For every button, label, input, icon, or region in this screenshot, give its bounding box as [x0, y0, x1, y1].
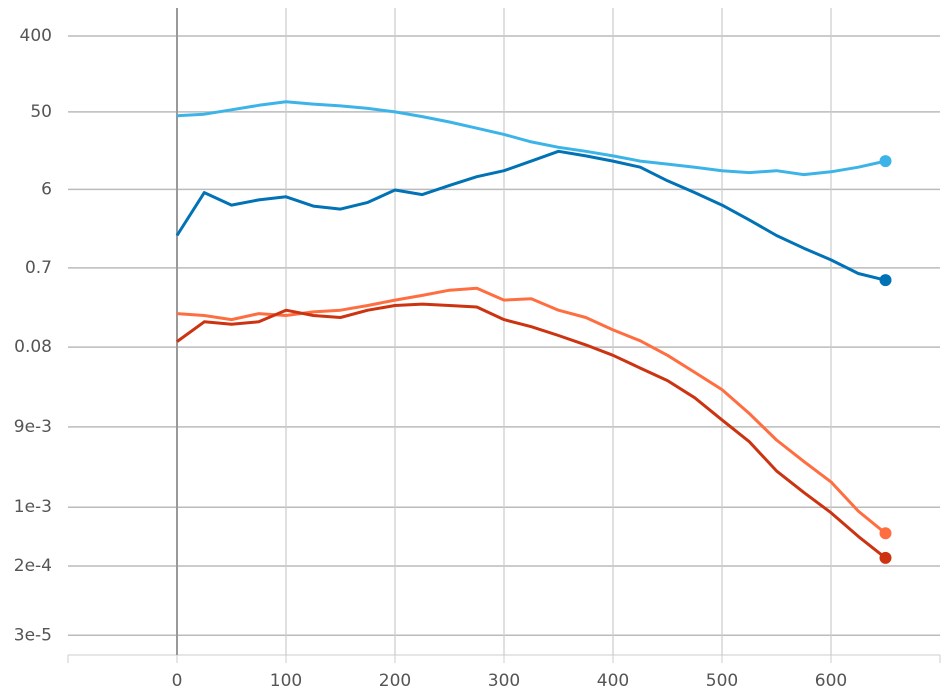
y-tick-label: 1e-3 — [14, 497, 52, 517]
y-tick-label: 3e-5 — [14, 625, 52, 645]
x-tick-label: 200 — [379, 671, 411, 691]
y-tick-label: 0.08 — [14, 337, 52, 357]
x-tick-label: 0 — [172, 671, 183, 691]
x-tick-label: 500 — [706, 671, 738, 691]
series-line — [175, 149, 886, 282]
x-tick-label: 100 — [270, 671, 302, 691]
y-tick-label: 9e-3 — [14, 417, 52, 437]
end-dot — [879, 274, 892, 287]
series-line — [176, 100, 886, 177]
y-tick-label: 6 — [41, 179, 52, 199]
x-tick-label: 600 — [815, 671, 847, 691]
end-dot — [879, 155, 892, 168]
y-tick-label: 400 — [20, 26, 52, 46]
end-dot — [879, 527, 892, 540]
series-line — [176, 302, 887, 560]
y-tick-label: 50 — [30, 102, 52, 122]
x-tick-label: 400 — [597, 671, 629, 691]
y-tick-label: 0.7 — [25, 258, 52, 278]
y-tick-label: 2e-4 — [14, 556, 52, 576]
series-line — [176, 286, 887, 535]
x-tick-label: 300 — [488, 671, 520, 691]
end-dot — [879, 551, 892, 564]
